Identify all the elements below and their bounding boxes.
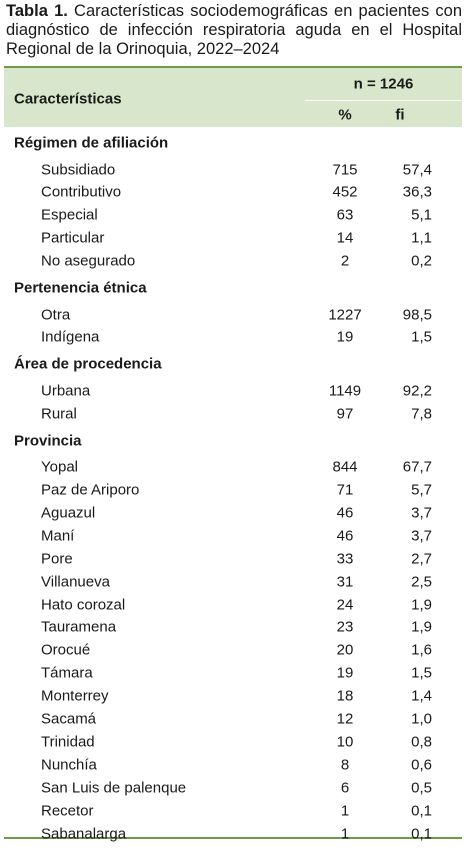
- row-percent: 5,1: [411, 206, 432, 224]
- row-label: Hato corozal: [41, 596, 126, 613]
- row-label: Orocué: [41, 641, 91, 659]
- row-label: Sacamá: [41, 710, 97, 728]
- row-percent: 7,8: [411, 405, 432, 423]
- row-label: Támara: [41, 664, 93, 682]
- row-count: 97: [336, 405, 354, 423]
- row-label: Sabanalarga: [41, 825, 127, 842]
- row-label: Rural: [41, 405, 77, 423]
- row-percent: 67,7: [402, 458, 432, 476]
- caption: Tabla 1. Características sociodemográfic…: [6, 2, 462, 59]
- row-count: 1: [340, 802, 350, 820]
- row-label: Villanueva: [41, 573, 110, 591]
- row-label: Subsidiado: [41, 161, 116, 178]
- row-label: Trinidad: [41, 733, 95, 751]
- row-count: 2: [340, 252, 350, 270]
- row-percent: 1,0: [411, 710, 432, 728]
- row-label: Urbana: [41, 382, 91, 400]
- row-count: 19: [336, 328, 354, 346]
- row-count: 452: [332, 183, 358, 201]
- section-title: Provincia: [14, 432, 82, 450]
- row-percent: 5,7: [411, 481, 432, 499]
- row-label: Tauramena: [41, 618, 117, 636]
- row-label: Monterrey: [41, 687, 109, 705]
- row-percent: 1,6: [411, 641, 432, 659]
- caption-text: Características sociodemográficas en pac…: [6, 2, 462, 58]
- row-count: 6: [340, 779, 350, 797]
- row-percent: 2,5: [411, 573, 432, 591]
- row-percent: 1,9: [411, 618, 432, 636]
- row-label: Otra: [41, 306, 71, 323]
- row-count: 71: [336, 481, 354, 499]
- row-count: 844: [332, 458, 358, 476]
- top-rule: [4, 66, 462, 68]
- row-label: Maní: [41, 527, 75, 545]
- row-percent: 0,2: [411, 252, 432, 270]
- row-percent: 57,4: [402, 161, 432, 178]
- row-count: 19: [336, 664, 354, 682]
- row-count: 23: [336, 618, 354, 636]
- row-count: 10: [336, 733, 354, 751]
- section-title: Área de procedencia: [14, 355, 162, 373]
- row-percent: 0,5: [411, 779, 432, 797]
- header-col1: %: [338, 106, 352, 124]
- header-band: [4, 67, 462, 127]
- row-label: Recetor: [41, 802, 94, 820]
- row-count: 715: [332, 161, 358, 178]
- row-percent: 0,8: [411, 733, 432, 751]
- row-count: 1: [340, 825, 350, 842]
- row-count: 33: [336, 550, 354, 568]
- row-count: 1149: [328, 382, 362, 400]
- section-title: Régimen de afiliación: [14, 134, 169, 152]
- row-percent: 0,6: [411, 756, 432, 774]
- row-count: 1227: [328, 306, 362, 323]
- row-label: Paz de Ariporo: [41, 481, 140, 499]
- row-count: 31: [336, 573, 354, 591]
- row-count: 8: [340, 756, 350, 774]
- row-count: 18: [336, 687, 354, 705]
- row-percent: 1,4: [411, 687, 432, 705]
- row-percent: 0,1: [411, 825, 432, 842]
- row-label: Yopal: [41, 458, 78, 476]
- row-percent: 1,9: [411, 596, 432, 613]
- row-label: San Luis de palenque: [41, 779, 187, 797]
- row-percent: 3,7: [411, 504, 432, 522]
- row-percent: 0,1: [411, 802, 432, 820]
- row-count: 20: [336, 641, 354, 659]
- row-label: Especial: [41, 206, 98, 224]
- row-percent: 1,5: [411, 328, 432, 346]
- row-count: 46: [336, 527, 354, 545]
- row-percent: 36,3: [402, 183, 432, 201]
- row-label: No asegurado: [41, 252, 136, 270]
- header-divider: [305, 100, 462, 101]
- row-label: Contributivo: [41, 183, 122, 201]
- row-percent: 98,5: [402, 306, 432, 323]
- row-percent: 2,7: [411, 550, 432, 568]
- row-percent: 92,2: [402, 382, 432, 400]
- row-count: 63: [336, 206, 354, 224]
- caption-label: Tabla 1.: [6, 2, 68, 20]
- row-count: 12: [336, 710, 354, 728]
- header-col2: fi: [395, 106, 405, 124]
- row-label: Pore: [41, 550, 73, 568]
- row-percent: 1,1: [411, 229, 432, 247]
- row-label: Particular: [41, 229, 105, 247]
- row-count: 14: [336, 229, 354, 247]
- section-title: Pertenencia étnica: [14, 279, 147, 297]
- header-n: n = 1246: [353, 75, 414, 93]
- row-label: Aguazul: [41, 504, 96, 522]
- row-count: 46: [336, 504, 354, 522]
- row-percent: 3,7: [411, 527, 432, 545]
- row-count: 24: [336, 596, 354, 613]
- row-percent: 1,5: [411, 664, 432, 682]
- row-label: Indígena: [41, 328, 100, 346]
- row-label: Nunchía: [41, 756, 97, 774]
- header-characteristics: Características: [14, 90, 122, 108]
- bottom-rule: [4, 837, 462, 839]
